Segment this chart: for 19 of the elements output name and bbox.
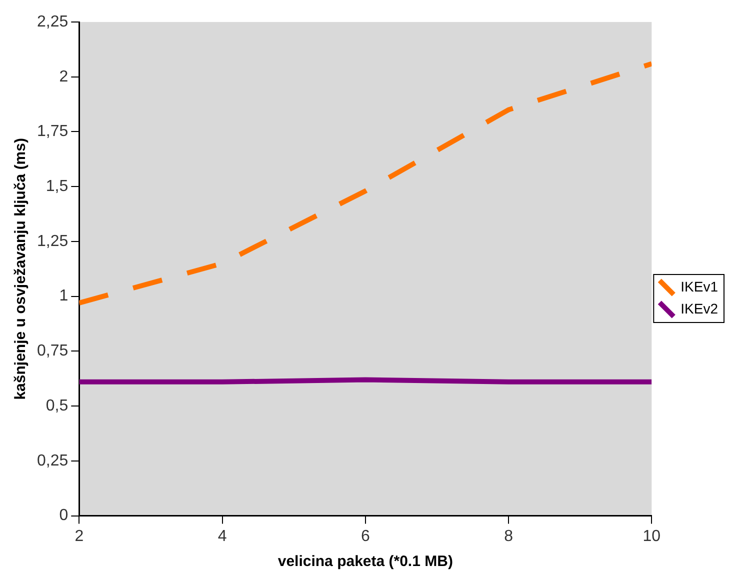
x-tick-label: 10 — [642, 528, 661, 545]
y-tick-label: 1,5 — [46, 178, 68, 196]
legend-label: IKEv2 — [680, 300, 718, 316]
x-axis-title: velicina paketa (*0.1 MB) — [278, 553, 453, 570]
legend-label: IKEv1 — [680, 278, 718, 294]
x-tick-label: 6 — [360, 528, 370, 545]
x-tick-label: 4 — [218, 528, 227, 545]
y-tick-label: 1 — [59, 288, 68, 305]
y-tick-label: 0,75 — [37, 342, 68, 360]
y-tick-label: 1,25 — [37, 232, 68, 250]
y-tick-label: 2,25 — [37, 13, 68, 30]
y-tick-label: 0,25 — [37, 452, 68, 470]
y-axis-title: kašnjenje u osvježavanju ključa (ms) — [12, 138, 30, 400]
y-tick-label: 1,75 — [37, 123, 68, 140]
x-tick-label: 8 — [504, 528, 514, 545]
y-tick-label: 2 — [59, 68, 68, 86]
y-tick-label: 0 — [59, 507, 68, 524]
x-tick-label: 2 — [74, 528, 84, 545]
y-tick-label: 0,5 — [46, 397, 68, 414]
